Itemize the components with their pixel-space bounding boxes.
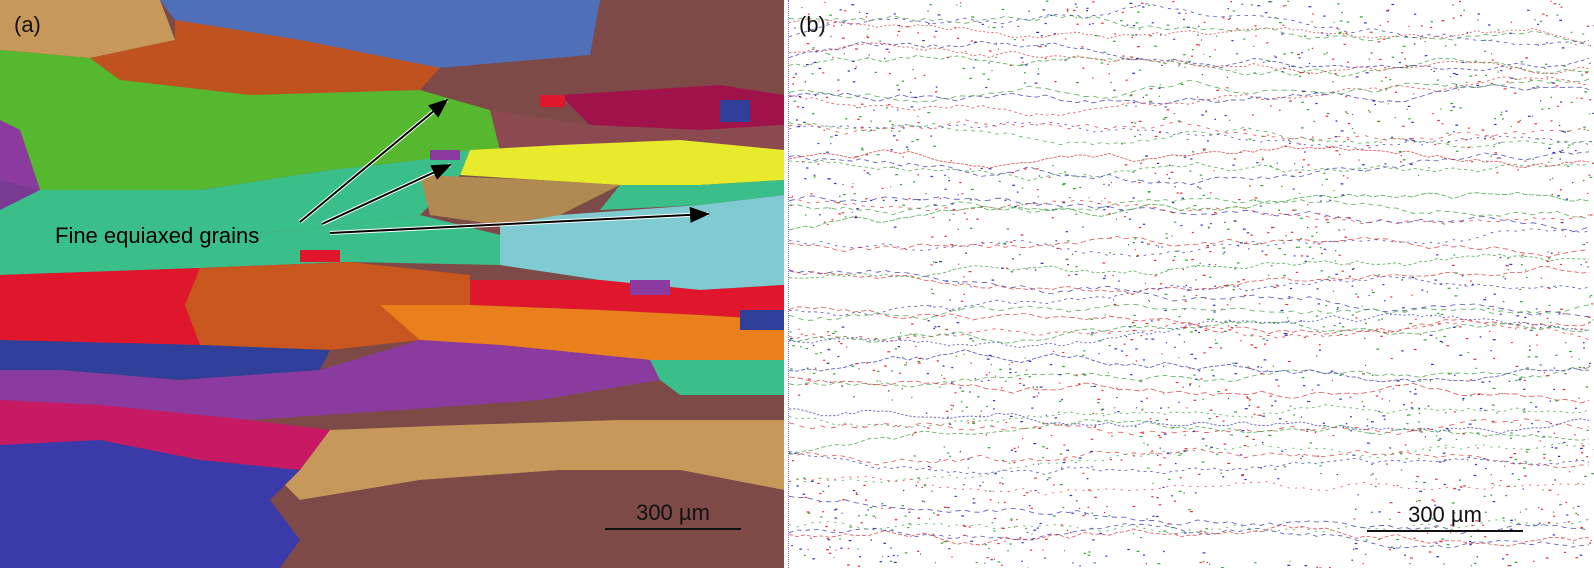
scale-bar-b-line <box>1367 530 1523 532</box>
boundary-speckles <box>789 0 1594 568</box>
boundary-line <box>789 19 1590 43</box>
boundary-line <box>789 404 1590 429</box>
boundary-line <box>789 275 1590 317</box>
boundary-line <box>789 14 1590 44</box>
boundary-line <box>789 253 1590 279</box>
boundary-line <box>789 476 1590 496</box>
boundary-line <box>789 303 1590 321</box>
boundary-line <box>789 195 1590 233</box>
boundary-line <box>789 366 1590 388</box>
scale-bar-a-line <box>605 528 741 530</box>
boundary-map-image <box>789 0 1594 568</box>
boundary-line <box>789 442 1590 483</box>
boundary-line <box>789 151 1590 186</box>
boundary-line <box>789 196 1590 225</box>
boundary-line <box>789 235 1590 258</box>
scale-bar-a-label: 300 µm <box>636 500 710 525</box>
boundary-line <box>789 319 1590 342</box>
boundary-line <box>789 78 1590 103</box>
boundary-line <box>789 376 1590 404</box>
boundary-line <box>789 3 1590 46</box>
boundary-line <box>789 524 1590 547</box>
panel-a-label: (a) <box>14 12 41 37</box>
boundary-line <box>789 197 1590 220</box>
boundary-line <box>789 76 1590 117</box>
boundary-line <box>789 269 1590 318</box>
grain-orientation-map: (a) Fine equiaxed grains 300 µm <box>0 0 784 568</box>
boundary-line <box>789 320 1590 344</box>
boundary-line <box>789 83 1590 105</box>
grain-boundary-map: (b) 300 µm <box>788 0 1594 568</box>
scale-bar-b: 300 µm <box>1367 502 1523 532</box>
boundary-line <box>789 418 1590 436</box>
boundary-line <box>789 121 1590 150</box>
boundary-line <box>789 159 1590 181</box>
boundary-line <box>789 54 1590 78</box>
panel-b-label: (b) <box>799 12 826 37</box>
grain-map-image <box>0 0 784 568</box>
scale-bar-a: 300 µm <box>605 500 741 530</box>
scale-bar-b-label: 300 µm <box>1408 502 1482 527</box>
boundary-line <box>789 313 1590 349</box>
fine-grains-annotation: Fine equiaxed grains <box>55 223 260 248</box>
boundary-line <box>789 419 1590 455</box>
boundary-line <box>789 408 1590 434</box>
boundary-line <box>789 119 1590 142</box>
boundary-line <box>789 40 1590 71</box>
boundary-line <box>789 42 1590 75</box>
boundary-line <box>789 228 1590 258</box>
boundary-line <box>789 191 1590 231</box>
boundary-line <box>789 349 1589 383</box>
boundary-line <box>789 518 1590 535</box>
boundary-line <box>789 122 1590 148</box>
boundary-line <box>789 306 1590 335</box>
boundary-line <box>789 145 1590 169</box>
boundary-line <box>789 451 1590 475</box>
boundary-line <box>789 523 1590 549</box>
